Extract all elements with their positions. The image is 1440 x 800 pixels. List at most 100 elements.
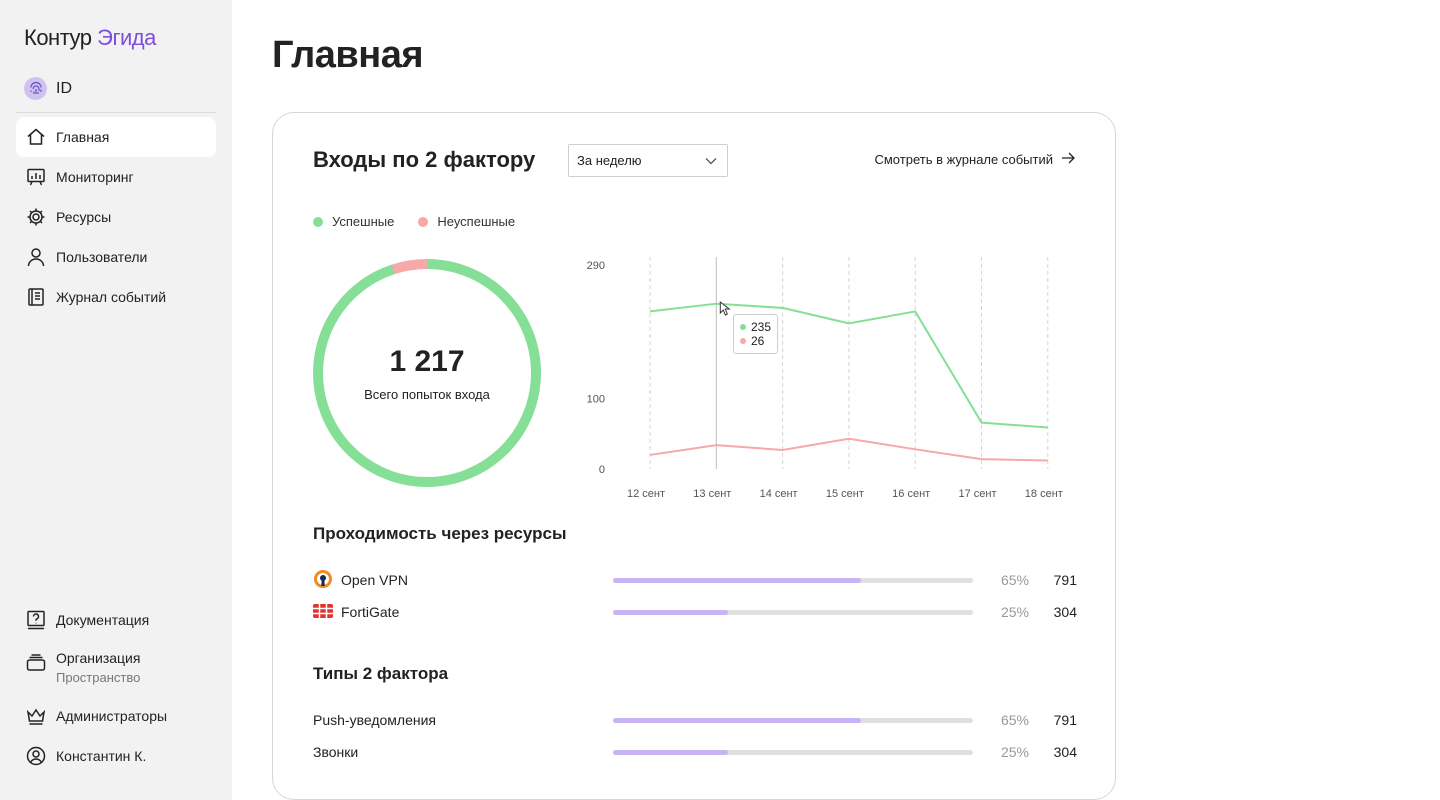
factor-count: 791 bbox=[1053, 712, 1077, 728]
gear-icon bbox=[26, 207, 46, 227]
sidebar-item-home[interactable]: Главная bbox=[16, 117, 216, 157]
factor-name: Push-уведомления bbox=[313, 712, 436, 728]
legend-dot bbox=[418, 216, 429, 227]
sidebar-item-label: Пользователи bbox=[56, 249, 148, 265]
progress-bar bbox=[613, 577, 973, 583]
donut-chart bbox=[313, 259, 541, 487]
resource-name: Open VPN bbox=[341, 572, 408, 588]
sidebar-item-resources[interactable]: Ресурсы bbox=[16, 197, 216, 237]
sidebar-item-label: Главная bbox=[56, 129, 110, 145]
donut-total: 1 217 bbox=[389, 345, 465, 378]
card-title: Входы по 2 фактору bbox=[313, 147, 536, 172]
progress-fill bbox=[613, 717, 862, 723]
sidebar-item-monitoring[interactable]: Мониторинг bbox=[16, 157, 216, 197]
factor-name: Звонки bbox=[313, 744, 359, 760]
progress-fill bbox=[613, 749, 729, 755]
sidebar-item-label: Журнал событий bbox=[56, 289, 167, 305]
sidebar: Контур Эгида ID Главная Мониторинг Ресур… bbox=[0, 0, 232, 800]
series-line bbox=[649, 437, 1048, 462]
chart-legend: Успешные Неуспешные bbox=[313, 214, 515, 229]
resource-percent: 65% bbox=[1000, 572, 1029, 588]
legend-item-success: Успешные bbox=[313, 214, 394, 229]
page-title: Главная bbox=[272, 34, 424, 76]
x-tick-label: 12 сент bbox=[627, 488, 665, 497]
user-icon bbox=[26, 247, 46, 267]
stack-icon bbox=[26, 652, 46, 672]
arrow-right-icon bbox=[1061, 152, 1075, 167]
journal-icon bbox=[26, 287, 46, 307]
y-tick-label: 290 bbox=[587, 260, 605, 272]
chevron-down-icon bbox=[705, 152, 717, 170]
line-chart: 12 сент 13 сент 14 сент 15 сент 16 сент 17 се… bbox=[587, 257, 1063, 497]
organization-label: Организация bbox=[56, 650, 141, 666]
logo[interactable]: Контур Эгида bbox=[24, 25, 156, 51]
crown-icon bbox=[26, 706, 46, 726]
sidebar-item-label: Организация Пространство bbox=[56, 650, 140, 685]
tooltip-dot bbox=[740, 338, 746, 344]
sidebar-item-label: Администраторы bbox=[56, 708, 168, 724]
resource-name: FortiGate bbox=[341, 604, 400, 620]
donut-caption: Всего попыток входа bbox=[364, 387, 490, 402]
period-select-value: За неделю bbox=[577, 153, 642, 168]
legend-dot bbox=[313, 216, 323, 227]
user-circle-icon bbox=[26, 746, 46, 766]
fingerprint-icon bbox=[24, 77, 47, 100]
legend-label: Неуспешные bbox=[437, 214, 516, 229]
resource-percent: 25% bbox=[1000, 604, 1029, 620]
tooltip-fail-value: 26 bbox=[751, 334, 765, 348]
sidebar-item-label: Документация bbox=[56, 612, 150, 628]
progress-fill bbox=[613, 577, 862, 583]
sidebar-item-profile[interactable]: Константин К. bbox=[16, 736, 216, 776]
sidebar-item-users[interactable]: Пользователи bbox=[16, 237, 216, 277]
resource-row[interactable]: FortiGate 25% 304 bbox=[313, 602, 1077, 622]
home-icon bbox=[26, 127, 46, 147]
resource-count: 304 bbox=[1053, 604, 1077, 620]
sidebar-item-admins[interactable]: Администраторы bbox=[16, 696, 216, 736]
chart-tooltip: 235 26 bbox=[733, 314, 778, 354]
sidebar-divider bbox=[16, 112, 216, 113]
events-journal-link[interactable]: Смотреть в журнале событий bbox=[874, 152, 1075, 167]
factor-types-section-title: Типы 2 фактора bbox=[313, 664, 449, 683]
factor-percent: 25% bbox=[1000, 744, 1029, 760]
monitoring-icon bbox=[26, 167, 46, 187]
logo-text-egida: Эгида bbox=[97, 25, 156, 50]
sidebar-item-label: Мониторинг bbox=[56, 169, 134, 185]
legend-label: Успешные bbox=[332, 214, 395, 229]
period-select[interactable]: За неделю bbox=[568, 144, 728, 177]
events-journal-link-label: Смотреть в журнале событий bbox=[874, 152, 1053, 167]
cursor-icon bbox=[719, 300, 731, 316]
logo-text-kontur: Контур bbox=[24, 25, 92, 50]
resource-row[interactable]: Open VPN 65% 791 bbox=[313, 569, 1077, 590]
factor-row[interactable]: Звонки 25% 304 bbox=[313, 742, 1077, 762]
sidebar-item-organization[interactable]: Организация Пространство bbox=[16, 646, 216, 692]
help-icon bbox=[26, 610, 46, 630]
legend-item-fail: Неуспешные bbox=[418, 214, 515, 229]
x-tick-label: 13 сент bbox=[693, 488, 731, 497]
y-tick-label: 100 bbox=[587, 394, 605, 406]
sidebar-item-label: Ресурсы bbox=[56, 209, 112, 225]
x-tick-label: 18 сент bbox=[1025, 488, 1063, 497]
sidebar-item-journal[interactable]: Журнал событий bbox=[16, 277, 216, 317]
id-label: ID bbox=[56, 79, 72, 97]
progress-bar bbox=[613, 717, 973, 723]
tooltip-success-value: 235 bbox=[751, 320, 772, 334]
tooltip-row-fail: 26 bbox=[740, 334, 777, 348]
factor-percent: 65% bbox=[1000, 712, 1029, 728]
factor-count: 304 bbox=[1053, 744, 1077, 760]
organization-sublabel: Пространство bbox=[56, 670, 141, 685]
y-tick-label: 0 bbox=[599, 464, 605, 476]
x-tick-label: 17 сент bbox=[958, 488, 996, 497]
resources-section-title: Проходимость через ресурсы bbox=[313, 524, 567, 543]
two-factor-card: Входы по 2 фактору За неделю Смотреть в … bbox=[272, 112, 1116, 800]
sidebar-item-label: Константин К. bbox=[56, 748, 147, 764]
series-line bbox=[649, 302, 1048, 429]
x-tick-label: 15 сент bbox=[826, 488, 864, 497]
sidebar-item-documentation[interactable]: Документация bbox=[16, 600, 216, 640]
progress-bar bbox=[613, 749, 973, 755]
x-tick-label: 16 сент bbox=[892, 488, 930, 497]
x-tick-label: 14 сент bbox=[760, 488, 798, 497]
progress-bar bbox=[613, 609, 973, 615]
tooltip-dot bbox=[740, 324, 746, 330]
factor-row[interactable]: Push-уведомления 65% 791 bbox=[313, 710, 1077, 730]
id-link[interactable]: ID bbox=[24, 77, 72, 100]
